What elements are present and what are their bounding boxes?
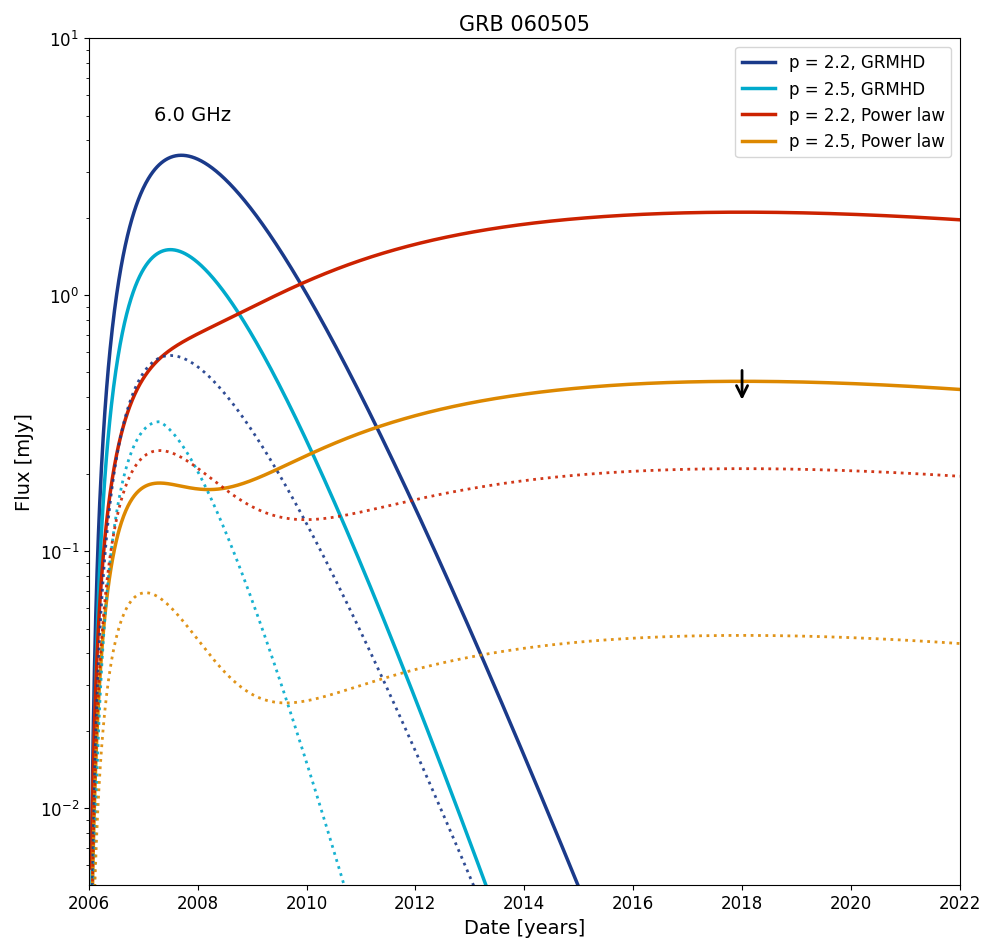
p = 2.5, GRMHD [164, 245, 176, 256]
p = 2.2, Power law [929, 213, 941, 225]
Text: 6.0 GHz: 6.0 GHz [154, 106, 231, 125]
Line: p = 2.5, Power law: p = 2.5, Power law [92, 382, 960, 952]
p = 2.2, Power law [954, 215, 966, 227]
Legend: p = 2.2, GRMHD, p = 2.5, GRMHD, p = 2.2, Power law, p = 2.5, Power law: p = 2.2, GRMHD, p = 2.5, GRMHD, p = 2.2,… [735, 48, 951, 158]
p = 2.5, Power law [928, 383, 940, 394]
p = 2.2, GRMHD [86, 862, 98, 873]
Line: p = 2.2, GRMHD: p = 2.2, GRMHD [92, 156, 960, 952]
p = 2.5, Power law [508, 390, 520, 402]
p = 2.5, Power law [485, 394, 497, 406]
Line: p = 2.2, Power law: p = 2.2, Power law [92, 213, 960, 868]
Y-axis label: Flux [mJy]: Flux [mJy] [15, 413, 34, 511]
p = 2.5, GRMHD [129, 280, 141, 291]
p = 2.5, GRMHD [485, 894, 497, 905]
p = 2.2, Power law [508, 221, 520, 232]
p = 2.2, GRMHD [175, 150, 187, 162]
p = 2.2, Power law [129, 387, 141, 399]
p = 2.5, GRMHD [86, 922, 98, 933]
p = 2.2, GRMHD [129, 202, 141, 213]
p = 2.5, Power law [954, 385, 966, 396]
p = 2.5, Power law [929, 383, 941, 394]
p = 2.5, Power law [129, 488, 141, 500]
p = 2.2, Power law [770, 208, 782, 219]
p = 2.5, Power law [86, 948, 98, 952]
Title: GRB 060505: GRB 060505 [459, 15, 590, 35]
p = 2.2, Power law [86, 863, 98, 874]
p = 2.5, Power law [736, 376, 748, 387]
p = 2.5, Power law [770, 376, 782, 387]
p = 2.2, Power law [485, 224, 497, 235]
Line: p = 2.5, GRMHD: p = 2.5, GRMHD [92, 250, 960, 952]
p = 2.2, Power law [928, 213, 940, 225]
p = 2.2, Power law [736, 208, 748, 219]
X-axis label: Date [years]: Date [years] [464, 918, 585, 937]
p = 2.2, GRMHD [508, 726, 520, 738]
p = 2.2, GRMHD [485, 673, 497, 684]
